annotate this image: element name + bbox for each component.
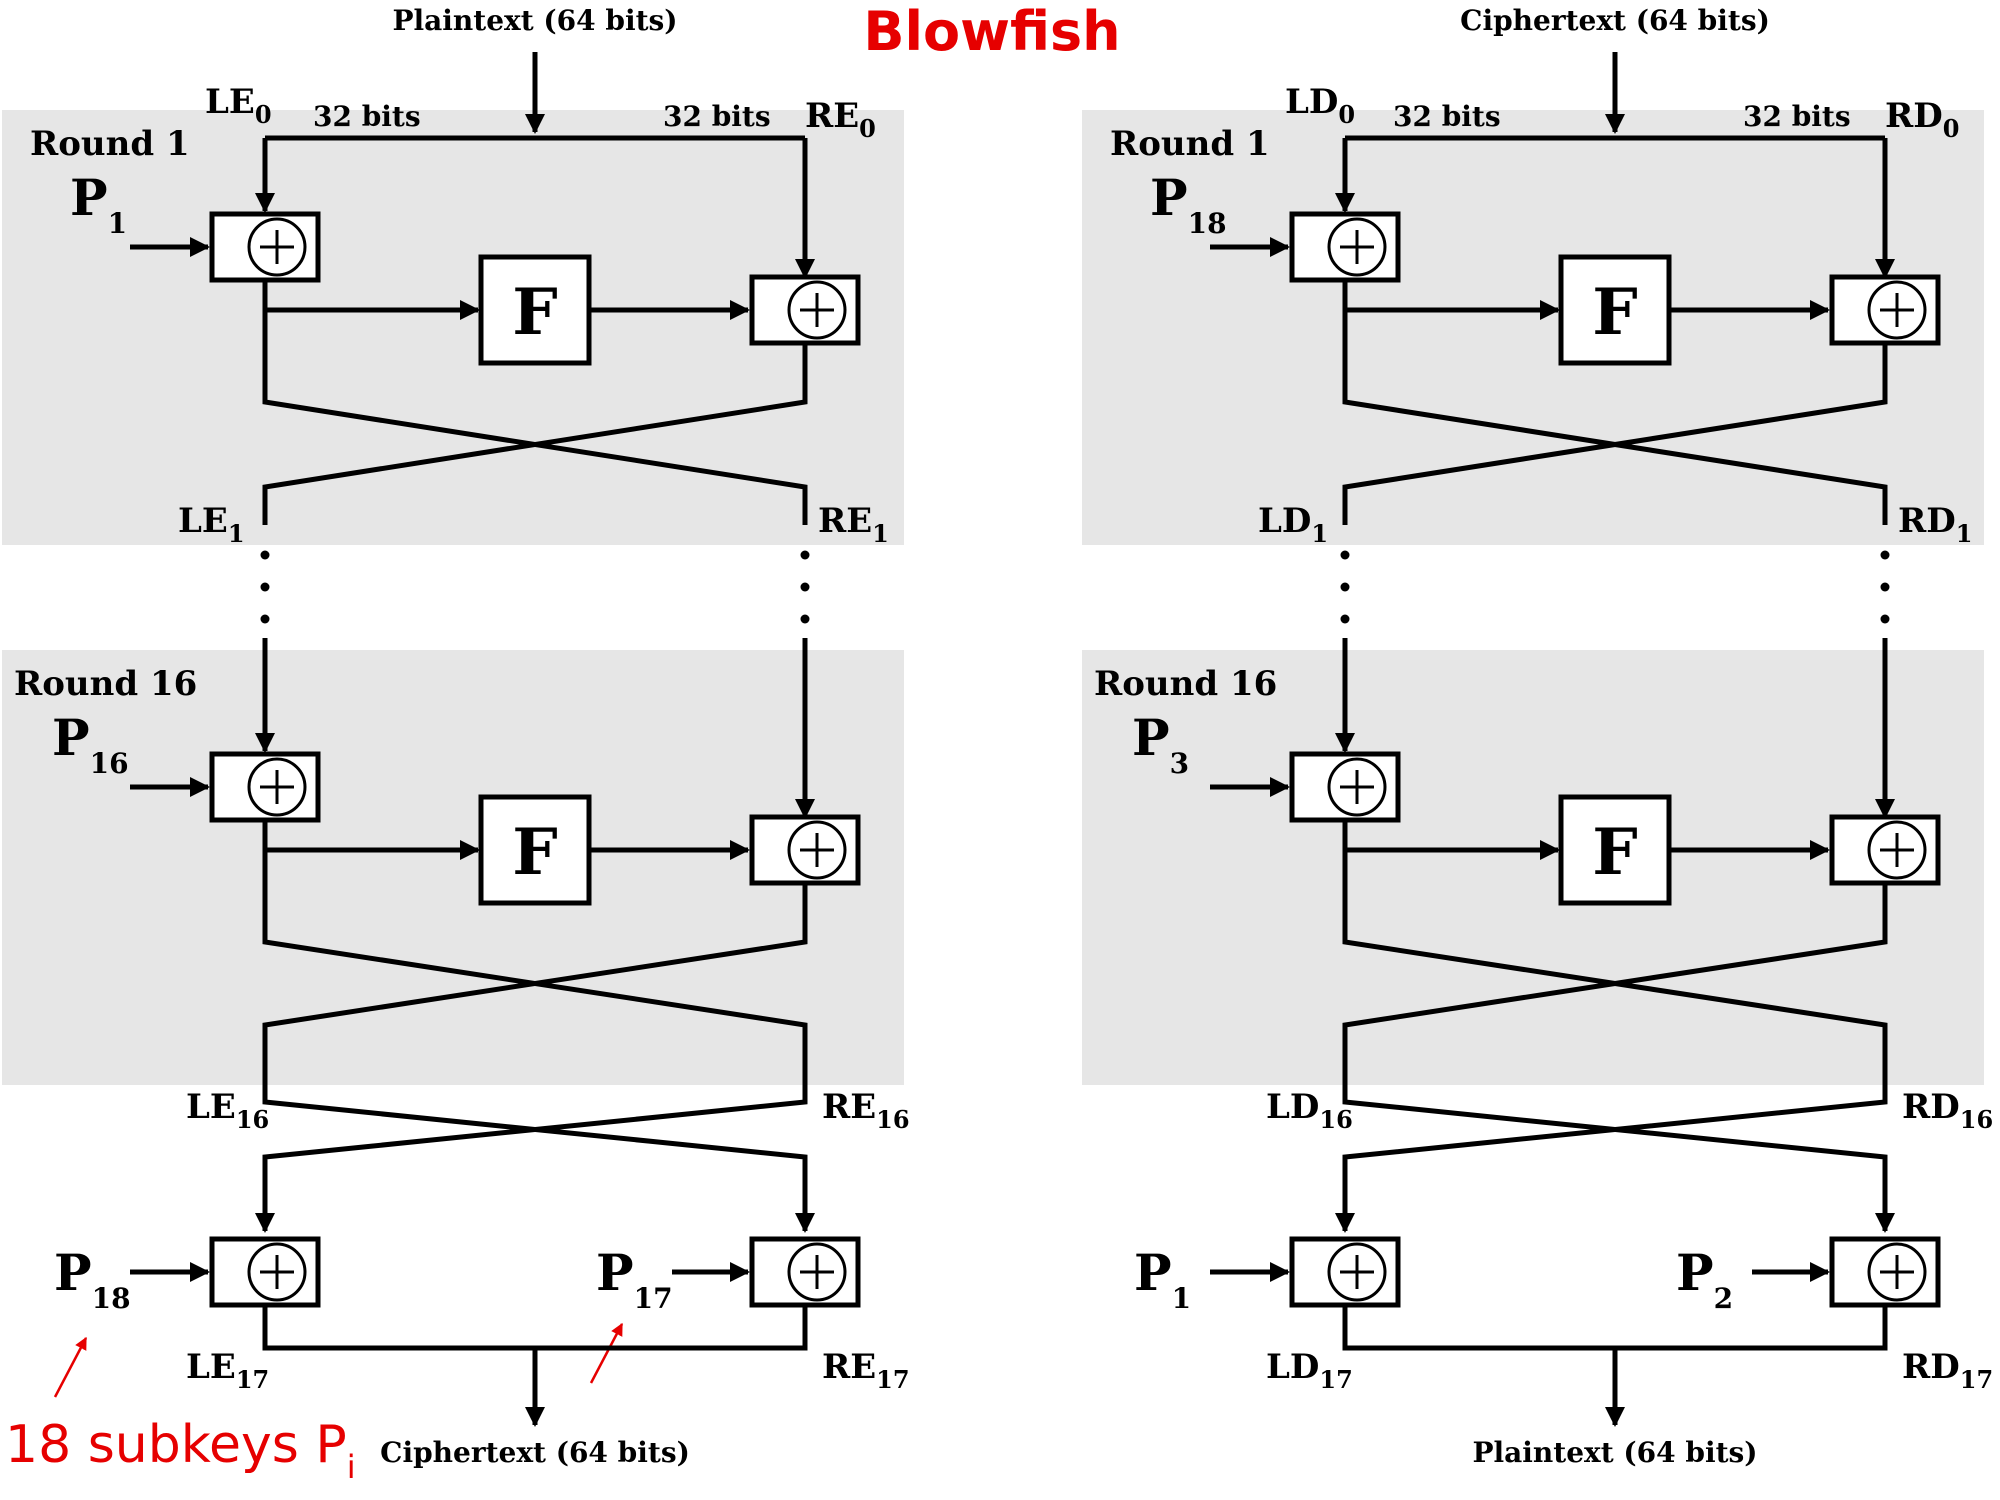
left-bits-label: 32 bits — [313, 100, 421, 133]
r1-f-function — [478, 254, 592, 366]
red-arrow-p17 — [589, 1322, 624, 1384]
left-half-16-label: LD16 — [1266, 1087, 1353, 1134]
final-left-key: P1 — [1134, 1243, 1191, 1315]
input-label: Plaintext (64 bits) — [392, 4, 677, 37]
round-16-label: Round 16 — [14, 664, 197, 704]
continuation-dot — [260, 614, 270, 624]
left-half-17-label: LD17 — [1266, 1347, 1353, 1394]
final-right-key: P2 — [1676, 1243, 1733, 1315]
left-bits-label: 32 bits — [1393, 100, 1501, 133]
continuation-dot — [800, 614, 810, 624]
diagram-title: Blowfish — [863, 0, 1120, 63]
right-half-0-label: RD0 — [1885, 96, 1959, 143]
final-left-key: P18 — [54, 1243, 131, 1315]
r16-cross-b — [262, 885, 808, 1085]
input-label: Ciphertext (64 bits) — [1460, 4, 1770, 37]
r16-f-function — [478, 794, 592, 906]
continuation-dot — [1340, 614, 1350, 624]
continuation-dot — [1880, 550, 1890, 560]
right-bits-label: 32 bits — [1743, 100, 1851, 133]
continuation-dot — [1880, 614, 1890, 624]
round-16-key: P16 — [52, 708, 129, 780]
r16-f-function-label: F — [1592, 815, 1637, 890]
right-half-17-label: RD17 — [1902, 1347, 1993, 1394]
right-half-16-label: RD16 — [1902, 1087, 1993, 1134]
subkeys-note: 18 subkeys Pi — [5, 1415, 356, 1486]
left-half-1-label: LD1 — [1258, 501, 1328, 548]
final-swap-b — [1335, 1085, 1888, 1233]
r16-f-function — [1558, 794, 1672, 906]
continuation-dot — [260, 582, 270, 592]
r1-cross-b — [1342, 345, 1888, 525]
right-half-1-label: RD1 — [1898, 501, 1972, 548]
round-1-label: Round 1 — [30, 124, 190, 164]
r16-cross-b — [1342, 885, 1888, 1085]
round-16-key: P3 — [1132, 708, 1189, 780]
r1-cross-b — [262, 345, 808, 525]
left-half-0-label: LD0 — [1285, 82, 1355, 129]
continuation-dot — [1340, 582, 1350, 592]
final-swap-b — [255, 1085, 808, 1233]
round-16-label: Round 16 — [1094, 664, 1277, 704]
round-1-label: Round 1 — [1110, 124, 1270, 164]
continuation-dot — [800, 550, 810, 560]
round-1-key: P18 — [1150, 168, 1227, 240]
final-swap-a — [1342, 1085, 1895, 1233]
output-join-line — [1342, 1302, 1888, 1351]
continuation-dot — [1880, 582, 1890, 592]
continuation-dot — [800, 582, 810, 592]
final-right-key: P17 — [596, 1243, 673, 1315]
final-swap-a — [262, 1085, 815, 1233]
continuation-dot — [260, 550, 270, 560]
continuation-dot — [1340, 550, 1350, 560]
left-half-17-label: LE17 — [186, 1347, 269, 1394]
encryption-network: F F Plaintext (64 bits) 32 bits 32 bits LE0 RE… — [2, 4, 910, 1469]
right-half-0-label: RE0 — [805, 96, 876, 143]
decryption-network: F F Ciphertext (64 bits) 32 bits 32 bits LD0 R… — [1082, 4, 1993, 1469]
output-label: Plaintext (64 bits) — [1472, 1436, 1757, 1469]
right-bits-label: 32 bits — [663, 100, 771, 133]
r1-f-function — [1558, 254, 1672, 366]
r1-f-function-label: F — [1592, 275, 1637, 350]
r16-f-function-label: F — [512, 815, 557, 890]
r1-f-function-label: F — [512, 275, 557, 350]
output-join-line — [262, 1302, 808, 1351]
right-half-17-label: RE17 — [822, 1347, 910, 1394]
left-half-16-label: LE16 — [186, 1087, 269, 1134]
red-arrow-p18 — [53, 1336, 88, 1398]
right-half-1-label: RE1 — [818, 501, 889, 548]
left-half-0-label: LE0 — [205, 82, 272, 129]
right-half-16-label: RE16 — [822, 1087, 910, 1134]
round-1-key: P1 — [70, 168, 127, 240]
left-half-1-label: LE1 — [178, 501, 245, 548]
output-label: Ciphertext (64 bits) — [380, 1436, 690, 1469]
